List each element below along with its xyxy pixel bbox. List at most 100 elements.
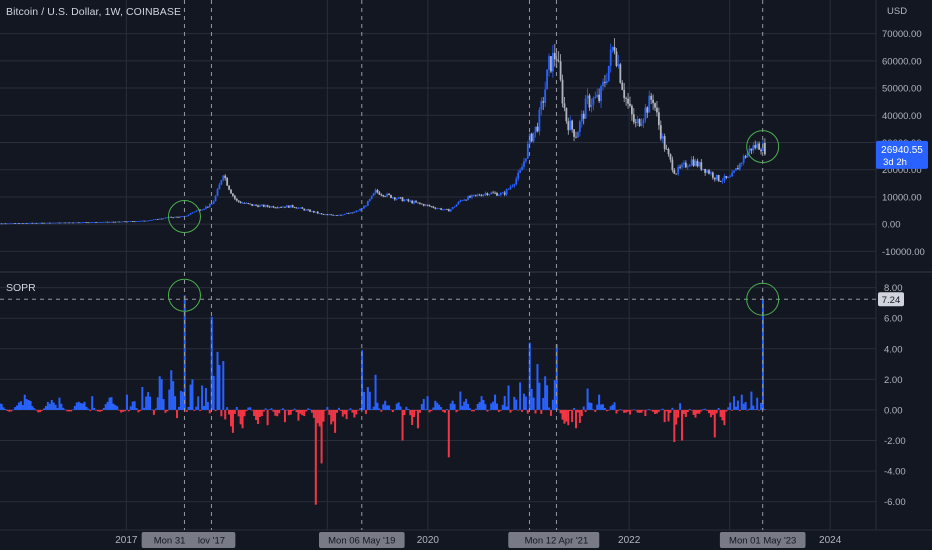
price-candle-body: [297, 207, 300, 209]
price-tick-label: -10000.00: [882, 247, 925, 258]
price-candle-body: [744, 156, 747, 158]
sopr-bar-negative: [758, 409, 761, 411]
price-candle-body: [619, 64, 622, 83]
price-candle-body: [93, 222, 96, 223]
sopr-bar-positive: [85, 406, 88, 410]
sopr-bar-positive: [530, 388, 533, 410]
sopr-bar-positive: [596, 404, 599, 410]
crosshair-date-label: Mon 06 May '19: [328, 536, 395, 547]
sopr-bar-positive: [717, 407, 720, 410]
price-candle-body: [474, 194, 477, 196]
price-candle-body: [127, 221, 130, 223]
crosshair-date-label-bg: [513, 532, 600, 548]
price-candle-body: [222, 175, 225, 181]
price-candle-body: [312, 211, 315, 213]
price-candle-body: [218, 184, 221, 190]
price-candle-body: [496, 193, 498, 196]
price-candle-body: [235, 198, 238, 201]
price-candle-body: [160, 218, 163, 220]
price-candle-body: [141, 220, 144, 222]
price-candle-body: [634, 122, 637, 124]
sopr-bar-positive: [598, 394, 601, 410]
sopr-bar-positive: [79, 403, 82, 410]
price-candle-body: [135, 221, 138, 223]
highlight-circles: [167, 130, 780, 316]
sopr-bar-positive: [438, 404, 441, 410]
price-candle-body: [661, 136, 664, 139]
sopr-bar-positive: [432, 407, 435, 410]
price-candle-body: [517, 172, 520, 179]
sopr-bar-positive: [347, 409, 350, 411]
price-candle-body: [640, 123, 643, 126]
symbol-title[interactable]: Bitcoin / U.S. Dollar, 1W, COINBASE: [6, 6, 182, 18]
sopr-bar-positive: [494, 394, 497, 410]
price-candle-body: [605, 80, 608, 83]
sopr-bar-positive: [359, 408, 362, 410]
sopr-bar-positive: [376, 402, 379, 410]
sopr-bar-positive: [206, 402, 209, 410]
price-candle-body: [613, 47, 616, 52]
price-candle-body: [77, 222, 80, 224]
sopr-bar-negative: [621, 409, 624, 411]
price-candle-body: [85, 222, 88, 224]
sopr-bar-positive: [592, 409, 595, 410]
price-candle-body: [548, 56, 550, 70]
sopr-tick-label: 0.00: [884, 405, 903, 416]
sopr-bar-negative: [563, 409, 566, 424]
price-candle-body: [21, 223, 24, 224]
price-candle-body: [434, 207, 437, 209]
price-candle-body: [521, 166, 523, 171]
price-candle-body: [598, 94, 601, 102]
price-candle-body: [48, 222, 51, 224]
sopr-bar-positive: [110, 397, 113, 410]
sopr-bar-positive: [108, 397, 111, 410]
sopr-bar-negative: [709, 409, 712, 418]
price-candle-body: [519, 170, 522, 173]
sopr-bar-negative: [715, 409, 718, 414]
sopr-bar-positive: [688, 408, 691, 410]
price-candle-body: [615, 51, 618, 66]
sopr-bar-positive: [451, 400, 454, 410]
sopr-bar-positive: [156, 397, 159, 410]
price-candle-body: [486, 193, 489, 196]
sopr-bar-positive: [83, 401, 86, 410]
sopr-bar-positive: [733, 396, 736, 410]
price-candle-body: [719, 181, 722, 183]
sopr-bar-positive: [337, 407, 340, 410]
price-candle-body: [374, 190, 377, 194]
price-candle-body: [46, 222, 49, 224]
sopr-bar-positive: [503, 396, 506, 410]
price-candle-body: [305, 209, 308, 211]
indicator-title[interactable]: SOPR: [6, 282, 36, 294]
price-candle-body: [388, 193, 390, 195]
price-candle-body: [66, 222, 69, 224]
price-candle-body: [39, 222, 42, 224]
sopr-bar-positive: [33, 408, 36, 410]
sopr-bar-positive: [226, 407, 229, 410]
sopr-bar-negative: [272, 409, 275, 412]
sopr-bar-negative: [638, 409, 641, 413]
sopr-bar-positive: [405, 406, 408, 410]
price-candle-body: [216, 189, 219, 196]
price-tick-label: 40000.00: [882, 111, 922, 122]
sopr-bar-negative: [663, 409, 666, 423]
price-candle-body: [68, 222, 70, 224]
sopr-bar-positive: [727, 407, 730, 410]
price-candle-body: [228, 185, 230, 190]
sopr-bar-positive: [16, 405, 19, 410]
price-candle-body: [195, 210, 198, 212]
crosshair-date-label-bg: [187, 532, 236, 548]
sopr-bar-positive: [162, 399, 165, 410]
sopr-bar-positive: [212, 375, 215, 410]
crosshair-date-label: Mon 12 Apr '21: [525, 536, 589, 547]
price-candle-body: [696, 160, 699, 167]
sopr-bar-negative: [584, 409, 587, 412]
sopr-bar-negative: [343, 409, 346, 415]
sopr-bar-positive: [729, 402, 732, 410]
price-candle-body: [494, 192, 496, 194]
sopr-bar-negative: [274, 409, 277, 416]
price-candle-body: [623, 89, 626, 99]
price-candle-body: [0, 223, 3, 225]
price-candle-body: [100, 222, 103, 223]
